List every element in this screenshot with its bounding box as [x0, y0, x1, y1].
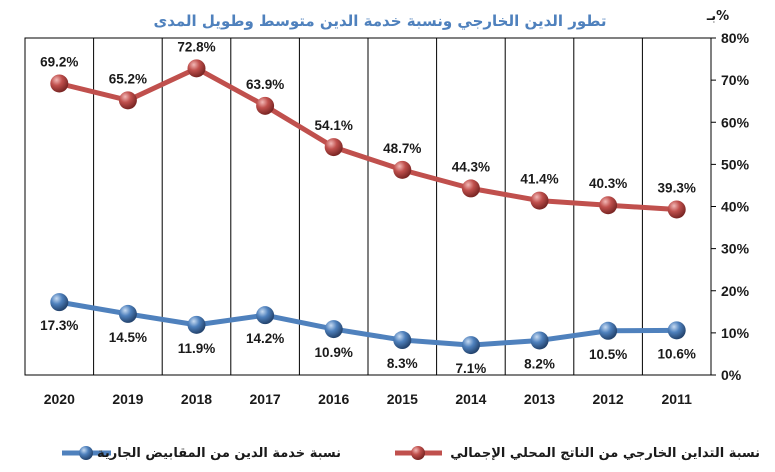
series-0-point	[50, 74, 69, 93]
series-0-data-label: 69.2%	[40, 54, 78, 69]
legend-marker-red	[411, 446, 425, 460]
x-category-label: 2019	[112, 391, 143, 407]
series-1-point	[187, 315, 206, 334]
data-labels: 69.2% 65.2% 72.8% 63.9% 54.1% 48.7% 44.3% 41.4%…	[40, 39, 696, 376]
chart-title: تطور الدين الخارجي ونسبة خدمة الدين متوس…	[153, 12, 606, 30]
x-category-label: 2014	[455, 391, 486, 407]
series-0-data-label: 39.3%	[658, 180, 696, 195]
x-category-label: 2015	[387, 391, 418, 407]
y-tick-label: 50%	[721, 156, 750, 172]
series-1-point	[50, 293, 69, 312]
legend-marker-blue	[79, 446, 93, 460]
series-0-data-label: 40.3%	[589, 176, 627, 191]
series-1-data-label: 10.9%	[315, 345, 353, 360]
series-1-data-label: 11.9%	[178, 341, 216, 356]
series-0-point	[393, 160, 412, 179]
series-0-data-label: 65.2%	[109, 71, 147, 86]
series-1-data-label: 14.5%	[109, 330, 147, 345]
series-0-data-label: 48.7%	[383, 141, 421, 156]
series-1-data-label: 10.5%	[589, 347, 627, 362]
x-category-label: 2017	[250, 391, 281, 407]
y-tick-label: 70%	[721, 72, 750, 88]
series-0-point	[118, 91, 137, 110]
series-1-point	[256, 306, 275, 325]
series-1-data-label: 8.2%	[524, 356, 555, 371]
series-1-data-label: 14.2%	[246, 331, 284, 346]
series-layer	[50, 59, 686, 355]
series-1-data-label: 17.3%	[40, 318, 78, 333]
series-0-point	[324, 138, 343, 157]
x-category-label: 2020	[44, 391, 75, 407]
series-0-data-label: 44.3%	[452, 159, 490, 174]
y-axis-unit-label: بـ%	[706, 9, 729, 24]
legend-label-debt-gdp: نسبة التداين الخارجي من الناتج المحلي ال…	[450, 446, 760, 461]
series-1-point	[118, 304, 137, 323]
series-0-data-label: 72.8%	[177, 39, 215, 54]
x-axis-categories: 2020 2019 2018 2017 2016 2015 2014 2013 2012 2011	[44, 391, 692, 407]
series-0-point	[530, 191, 549, 210]
legend-item-debt-service: نسبة خدمة الدين من المقابيض الجارية	[62, 446, 341, 461]
gridlines	[93, 38, 643, 375]
series-0-point	[599, 196, 618, 215]
x-category-label: 2012	[593, 391, 624, 407]
series-0-point	[667, 200, 686, 219]
series-0-data-label: 41.4%	[520, 172, 558, 187]
y-tick-label: 80%	[721, 30, 750, 46]
series-1-data-label: 7.1%	[456, 361, 487, 376]
series-0-data-label: 63.9%	[246, 77, 284, 92]
series-0-point	[187, 59, 206, 78]
legend: نسبة التداين الخارجي من الناتج المحلي ال…	[62, 446, 760, 461]
y-axis-ticks: 0% 10% 20% 30% 40% 50% 60% 70% 80%	[711, 30, 750, 383]
series-1-point	[530, 331, 549, 350]
series-line-1	[56, 299, 680, 348]
series-line-0	[56, 65, 680, 212]
y-tick-label: 20%	[721, 283, 750, 299]
x-category-label: 2018	[181, 391, 212, 407]
series-0-point	[256, 96, 275, 115]
series-1-data-label: 8.3%	[387, 356, 418, 371]
series-0-point	[461, 179, 480, 198]
y-tick-label: 10%	[721, 325, 750, 341]
series-1-point	[667, 321, 686, 340]
series-0-data-label: 54.1%	[315, 118, 353, 133]
series-1-point	[599, 321, 618, 340]
series-1-point	[393, 331, 412, 350]
y-tick-label: 60%	[721, 114, 750, 130]
x-category-label: 2013	[524, 391, 555, 407]
y-tick-label: 40%	[721, 199, 750, 215]
y-tick-label: 0%	[721, 367, 742, 383]
series-1-point	[461, 336, 480, 355]
legend-label-debt-service: نسبة خدمة الدين من المقابيض الجارية	[97, 446, 341, 461]
series-1-data-label: 10.6%	[658, 346, 696, 361]
legend-item-debt-gdp: نسبة التداين الخارجي من الناتج المحلي ال…	[395, 446, 760, 461]
x-category-label: 2016	[318, 391, 349, 407]
series-1-point	[324, 320, 343, 339]
x-category-label: 2011	[662, 391, 693, 407]
y-tick-label: 30%	[721, 241, 750, 257]
